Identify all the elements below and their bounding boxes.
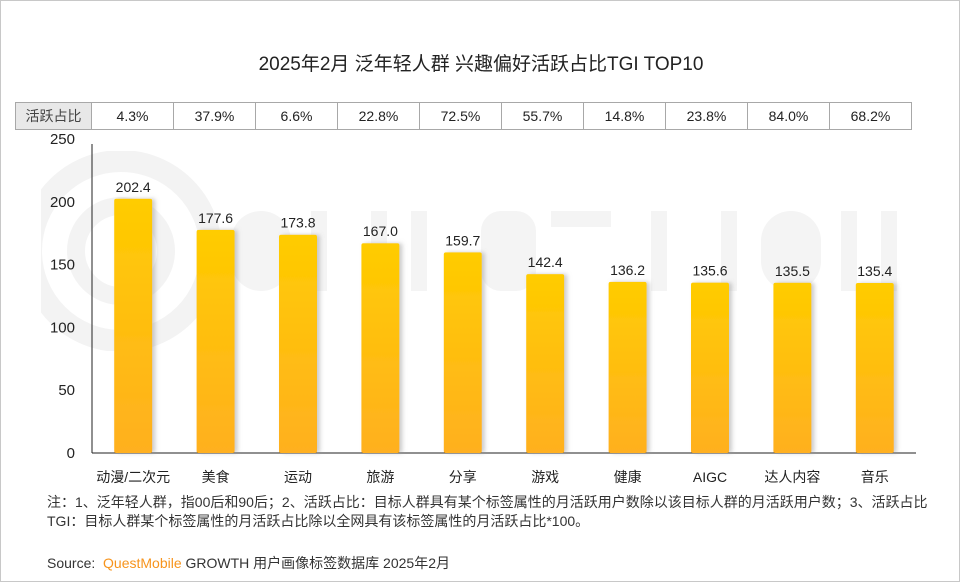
table-header: 活跃占比 <box>15 102 92 130</box>
y-tick-label: 250 <box>50 131 75 148</box>
x-tick-label: 动漫/二次元 <box>96 469 170 485</box>
table-cell: 23.8% <box>665 102 748 130</box>
bar <box>196 229 235 453</box>
chart-title: 2025年2月 泛年轻人群 兴趣偏好活跃占比TGI TOP10 <box>258 54 704 75</box>
footnote: 注：1、泛年轻人群，指00后和90后；2、活跃占比：目标人群具有某个标签属性的月… <box>47 494 928 529</box>
x-tick-label: 健康 <box>614 469 642 485</box>
table-cell: 84.0% <box>747 102 830 130</box>
x-tick-label: AIGC <box>693 469 727 485</box>
bar <box>855 282 894 453</box>
bar <box>114 198 153 453</box>
y-tick-label: 100 <box>50 319 75 336</box>
y-tick-label: 200 <box>50 194 75 211</box>
bar-value-label: 142.4 <box>528 254 563 270</box>
x-tick-label: 分享 <box>449 469 477 485</box>
y-tick-label: 0 <box>67 445 75 462</box>
table-cell: 55.7% <box>501 102 584 130</box>
bar-value-label: 159.7 <box>445 232 480 248</box>
x-tick-label: 游戏 <box>531 469 559 485</box>
bar <box>526 274 565 453</box>
source-text: GROWTH 用户画像标签数据库 2025年2月 <box>185 555 450 571</box>
bar-value-label: 173.8 <box>280 215 315 231</box>
bar <box>608 281 647 453</box>
source-brand: QuestMobile <box>103 555 182 571</box>
x-tick-label: 音乐 <box>861 469 889 485</box>
bar-value-label: 202.4 <box>116 179 151 195</box>
bar-value-label: 135.4 <box>857 263 892 279</box>
bar-value-label: 135.5 <box>775 263 810 279</box>
table-cell: 68.2% <box>829 102 912 130</box>
bar <box>443 252 482 453</box>
bar <box>361 243 400 453</box>
y-tick-label: 50 <box>58 382 75 399</box>
bar <box>773 282 812 453</box>
source-label: Source: <box>47 555 96 571</box>
y-tick-label: 150 <box>50 257 75 274</box>
bar-value-label: 167.0 <box>363 223 398 239</box>
bar-value-label: 135.6 <box>692 263 727 279</box>
bar <box>691 282 729 453</box>
table-cell: 14.8% <box>583 102 666 130</box>
x-tick-label: 旅游 <box>366 469 394 485</box>
x-tick-label: 达人内容 <box>764 469 820 485</box>
bar <box>279 234 317 453</box>
table-cell: 22.8% <box>337 102 420 130</box>
x-tick-label: 运动 <box>284 469 312 485</box>
bar-value-label: 177.6 <box>198 210 233 226</box>
x-tick-label: 美食 <box>202 469 230 485</box>
bar-chart: 0 50 100 150 200 250 202.4 动漫/二次元 177.6 美食 173.8 运动… <box>50 131 916 485</box>
source-line: Source: QuestMobile GROWTH 用户画像标签数据库 202… <box>47 553 450 573</box>
table-cell: 72.5% <box>419 102 502 130</box>
table-cell: 4.3% <box>91 102 174 130</box>
active-share-table: 活跃占比 4.3% 37.9% 6.6% 22.8% 72.5% 55.7% 14.8% 23.… <box>15 102 912 130</box>
table-cell: 6.6% <box>255 102 338 130</box>
bar-value-label: 136.2 <box>610 262 645 278</box>
